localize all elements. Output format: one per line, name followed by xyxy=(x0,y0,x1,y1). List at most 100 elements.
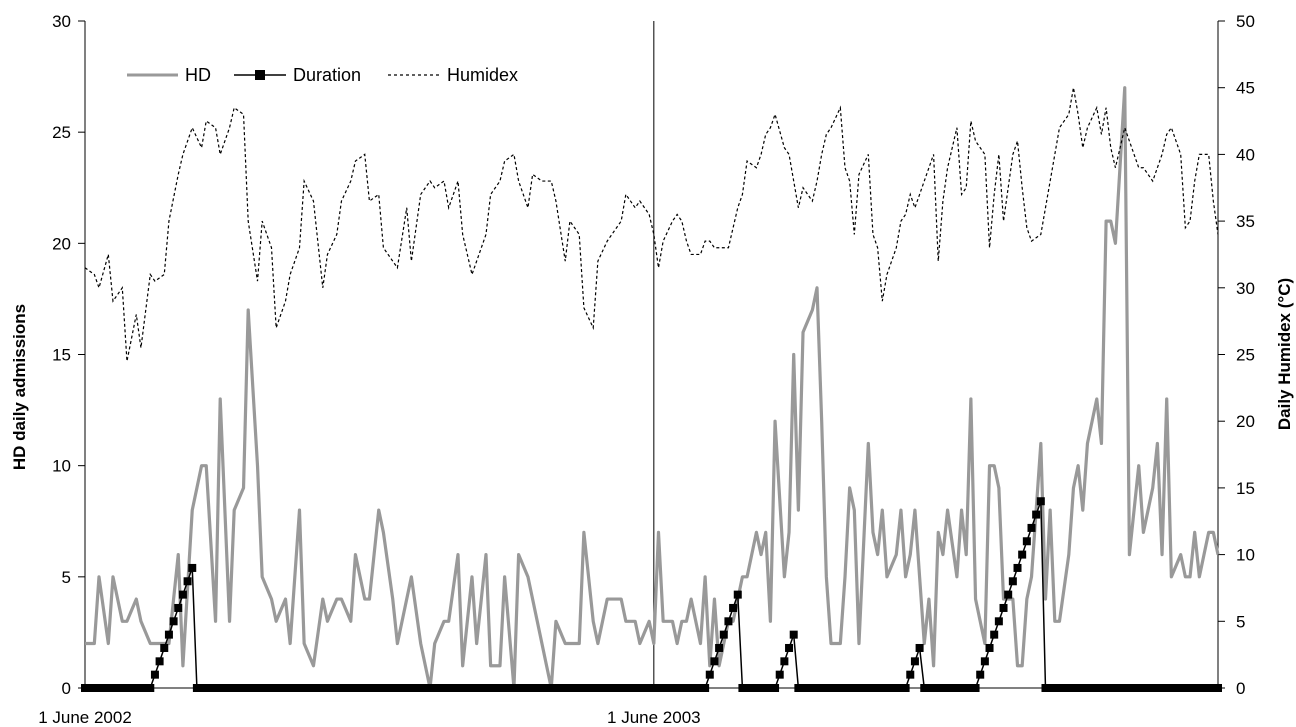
duration-point xyxy=(458,684,467,692)
duration-point xyxy=(472,684,481,692)
duration-point xyxy=(971,684,980,692)
duration-point xyxy=(262,684,271,692)
duration-point xyxy=(929,684,938,692)
right-tick-label: 50 xyxy=(1236,12,1255,31)
duration-point xyxy=(691,684,700,692)
duration-point xyxy=(785,643,794,652)
duration-point xyxy=(435,684,444,692)
duration-point xyxy=(346,684,355,692)
duration-point xyxy=(258,684,267,692)
series-hd-line-segment xyxy=(85,86,1220,690)
duration-point xyxy=(537,684,546,692)
duration-point xyxy=(481,684,490,692)
duration-point xyxy=(533,684,542,692)
series-hd-line xyxy=(85,86,1220,690)
duration-point xyxy=(617,684,626,692)
duration-point xyxy=(351,684,360,692)
duration-point xyxy=(206,684,215,692)
duration-point xyxy=(738,684,747,692)
legend-label-humidex: Humidex xyxy=(447,65,518,85)
duration-point xyxy=(803,684,812,692)
duration-point xyxy=(626,684,635,692)
duration-point xyxy=(108,684,117,692)
duration-point xyxy=(565,684,574,692)
duration-point xyxy=(607,684,616,692)
duration-point xyxy=(1172,684,1181,692)
duration-point xyxy=(743,684,752,692)
x-tick-label: 1 June 2003 xyxy=(607,708,701,727)
duration-point xyxy=(523,684,532,692)
duration-point xyxy=(836,684,845,692)
duration-point xyxy=(845,684,854,692)
duration-point xyxy=(873,684,882,692)
duration-point xyxy=(962,684,971,692)
duration-point xyxy=(1013,563,1022,572)
duration-point xyxy=(379,684,388,692)
duration-point xyxy=(104,684,113,692)
duration-point xyxy=(402,684,411,692)
duration-point xyxy=(864,684,873,692)
duration-point xyxy=(183,577,192,586)
duration-point xyxy=(1120,684,1129,692)
duration-point xyxy=(687,684,696,692)
legend-label-hd: HD xyxy=(185,65,211,85)
duration-point xyxy=(598,684,607,692)
duration-point xyxy=(831,684,840,692)
duration-point xyxy=(1167,684,1176,692)
duration-point xyxy=(621,684,630,692)
duration-point xyxy=(416,684,425,692)
duration-point xyxy=(1200,684,1209,692)
duration-point xyxy=(332,684,341,692)
duration-point xyxy=(1214,684,1222,692)
duration-point xyxy=(169,617,178,626)
duration-point xyxy=(1050,684,1059,692)
duration-point xyxy=(1153,684,1162,692)
x-axis-ticks: 1 June 2002 1 June 2003 xyxy=(38,708,700,727)
duration-point xyxy=(99,684,108,692)
duration-point xyxy=(994,617,1003,626)
duration-point xyxy=(230,684,239,692)
duration-point xyxy=(1074,684,1083,692)
right-tick-label: 5 xyxy=(1236,612,1245,631)
duration-point xyxy=(290,684,299,692)
duration-point xyxy=(822,684,831,692)
duration-point xyxy=(817,684,826,692)
duration-point xyxy=(827,684,836,692)
duration-point xyxy=(813,684,822,692)
duration-point xyxy=(141,684,150,692)
duration-point xyxy=(146,684,155,692)
duration-point xyxy=(281,684,290,692)
duration-point xyxy=(454,684,462,692)
duration-point xyxy=(859,684,868,692)
duration-point xyxy=(1139,684,1148,692)
duration-point xyxy=(426,684,435,692)
duration-point xyxy=(505,684,514,692)
right-tick-label: 30 xyxy=(1236,279,1255,298)
duration-point xyxy=(612,684,621,692)
duration-point xyxy=(421,684,430,692)
duration-point xyxy=(314,684,323,692)
duration-point xyxy=(1176,684,1185,692)
duration-point xyxy=(761,684,770,692)
duration-point xyxy=(398,684,407,692)
duration-point xyxy=(1004,590,1013,599)
duration-point xyxy=(980,657,989,666)
duration-point xyxy=(957,684,966,692)
duration-point xyxy=(248,684,257,692)
duration-point xyxy=(729,603,738,612)
duration-point xyxy=(160,643,169,652)
duration-point xyxy=(1055,684,1064,692)
legend-label-duration: Duration xyxy=(293,65,361,85)
duration-point xyxy=(118,684,127,692)
legend-marker-duration xyxy=(255,70,265,80)
duration-point xyxy=(794,684,803,692)
duration-point xyxy=(150,670,159,679)
duration-point xyxy=(407,684,416,692)
series-duration xyxy=(81,497,1222,692)
duration-point xyxy=(220,684,229,692)
duration-point xyxy=(365,684,374,692)
duration-point xyxy=(1008,577,1017,586)
duration-point xyxy=(850,684,859,692)
